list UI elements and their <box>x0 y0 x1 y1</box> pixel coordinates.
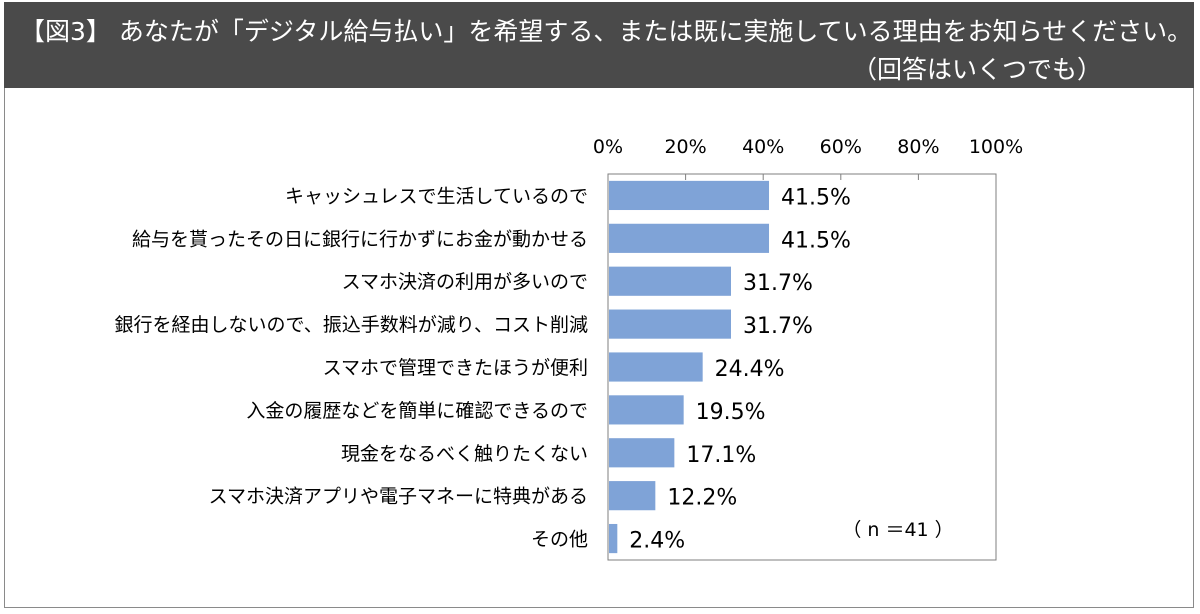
bar <box>609 481 656 511</box>
value-label: 19.5% <box>696 400 766 425</box>
bar <box>609 180 770 211</box>
x-tick-label: 60% <box>820 136 862 158</box>
bar <box>609 395 684 425</box>
value-label: 17.1% <box>686 443 756 468</box>
value-label: 41.5% <box>781 228 851 253</box>
bar <box>609 223 770 253</box>
bar <box>609 523 618 554</box>
x-tick-label: 100% <box>969 136 1023 158</box>
bar <box>609 266 731 296</box>
plot-area <box>607 173 997 561</box>
sample-size-note: （ n ＝41 ） <box>842 519 953 541</box>
value-label: 31.7% <box>743 314 813 339</box>
x-tick-label: 80% <box>897 136 939 158</box>
value-label: 41.5% <box>781 185 851 210</box>
category-label: スマホ決済の利用が多いので <box>342 271 588 293</box>
bar <box>609 352 703 382</box>
bar <box>609 309 731 339</box>
category-label: スマホ決済アプリや電子マネーに特典がある <box>209 486 588 508</box>
x-tick-label: 40% <box>742 136 784 158</box>
value-label: 2.4% <box>629 529 685 554</box>
category-label: 入金の履歴などを簡単に確認できるので <box>246 400 588 422</box>
category-label: スマホで管理できたほうが便利 <box>323 357 588 379</box>
bar <box>609 438 675 468</box>
figure-subtitle: （回答はいくつでも） <box>851 55 1102 84</box>
value-label: 24.4% <box>715 357 785 382</box>
category-label: 現金をなるべく触りたくない <box>341 443 588 465</box>
figure-title: 【図3】 あなたが「デジタル給与払い」を希望する、または既に実施している理由をお… <box>20 17 1193 46</box>
value-label: 12.2% <box>667 486 737 511</box>
category-label: キャッシュレスで生活しているので <box>285 185 588 207</box>
category-label: その他 <box>531 529 588 551</box>
category-label: 銀行を経由しないので、振込手数料が減り、コスト削減 <box>115 314 588 336</box>
x-tick-label: 0% <box>593 136 623 158</box>
value-label: 31.7% <box>743 271 813 296</box>
category-label: 給与を貰ったその日に銀行に行かずにお金が動かせる <box>132 228 588 250</box>
figure-header: 【図3】 あなたが「デジタル給与払い」を希望する、または既に実施している理由をお… <box>4 2 1194 88</box>
x-tick-label: 20% <box>664 136 706 158</box>
